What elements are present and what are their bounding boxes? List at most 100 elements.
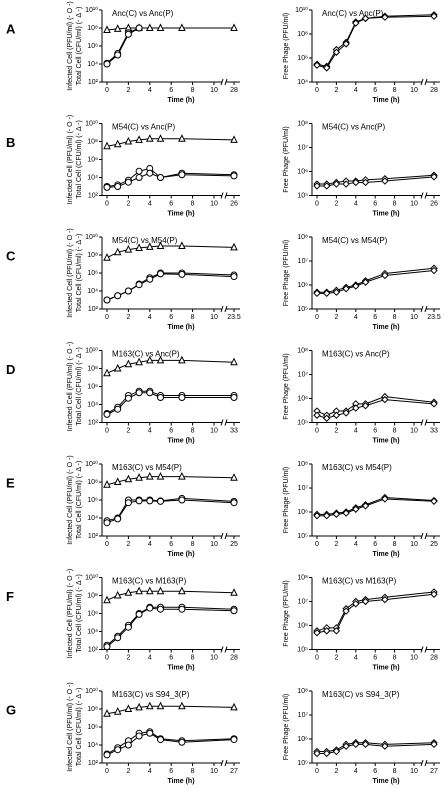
diamond-marker: [352, 282, 360, 290]
y-tick-label: 10⁶: [87, 724, 98, 731]
diamond-marker: [332, 627, 341, 635]
x-tick-label: 2: [126, 314, 130, 321]
diamond-marker: [361, 14, 370, 23]
triangle-marker: [135, 473, 143, 481]
diamond-marker: [381, 595, 389, 604]
diamond-marker: [381, 395, 389, 404]
x-tick-label: 2: [334, 314, 338, 321]
x-tick-label: 4: [148, 768, 152, 775]
x-tick-label: 8: [191, 427, 195, 434]
circle-marker: [135, 281, 143, 289]
circle-marker: [103, 519, 111, 527]
diamond-marker: [332, 747, 341, 756]
y-axis-label: Infected Cell (PFU/ml) (- O -): [67, 342, 74, 431]
circle-marker: [146, 275, 154, 283]
y-tick-label: 10⁸: [87, 479, 98, 486]
circle-marker: [114, 292, 122, 300]
axis-break: [420, 759, 424, 767]
circle-marker: [146, 389, 154, 397]
x-tick-label: 8: [393, 87, 397, 94]
panel-title: M163(C) vs S94_3(P): [322, 690, 400, 699]
circle-marker: [178, 393, 186, 401]
diamond-marker: [342, 742, 350, 750]
y-tick-label: 10⁷: [298, 371, 309, 378]
series-line: [316, 591, 435, 632]
diamond-marker: [332, 510, 341, 519]
triangle-marker: [103, 595, 111, 604]
x-tick-label: 8: [393, 541, 397, 548]
y-tick-label: 10⁷: [298, 598, 309, 605]
circle-marker: [157, 393, 164, 401]
triangle-marker: [156, 241, 165, 249]
y-axis-label: Total Cell (CFU/ml) (- Δ -): [76, 461, 83, 540]
x-tick-label: 10: [210, 654, 218, 661]
x-axis-label: Time (h): [167, 778, 194, 785]
x-tick-label: 8: [393, 768, 397, 775]
diamond-marker: [322, 512, 331, 520]
triangle-marker: [124, 359, 133, 368]
triangle-marker: [230, 702, 238, 711]
diamond-marker: [332, 180, 341, 188]
circle-marker: [157, 497, 164, 505]
x-tick-label: 6: [373, 427, 377, 434]
y-tick-label: 10⁷: [298, 485, 309, 492]
circle-marker: [124, 287, 132, 295]
triangle-marker: [124, 704, 133, 712]
circle-marker: [157, 270, 164, 278]
panel-title: Anc(C) vs Anc(P): [322, 9, 384, 18]
y-tick-label: 10⁶: [297, 622, 308, 629]
y-tick-label: 10²: [88, 419, 99, 426]
series-line: [106, 27, 140, 64]
y-tick-label: 10⁶: [297, 168, 308, 175]
y-tick-label: 10⁸: [87, 706, 98, 713]
diamond-marker: [332, 411, 341, 419]
circle-marker: [103, 183, 111, 191]
panel-letter: E: [6, 475, 15, 490]
y-tick-label: 10⁴: [297, 79, 308, 86]
diamond-marker: [352, 404, 360, 412]
y-tick-label: 10⁸: [297, 688, 308, 695]
y-axis-label: Total Cell (CFU/ml) (- Δ -): [76, 347, 83, 426]
series-line: [106, 27, 140, 65]
panel-letter: B: [6, 135, 15, 150]
triangle-marker: [178, 241, 186, 249]
diamond-marker: [322, 627, 331, 635]
x-tick-label: 25: [430, 541, 438, 548]
x-axis-label: Time (h): [372, 551, 399, 558]
axis-break-gap: [422, 646, 426, 653]
circle-marker: [146, 729, 154, 737]
diamond-marker: [430, 173, 438, 181]
diamond-marker: [381, 177, 389, 185]
panel-letter: A: [6, 21, 16, 36]
x-tick-label: 10: [410, 541, 418, 548]
circle-marker: [230, 273, 238, 281]
circle-marker: [103, 60, 111, 68]
diamond-marker: [322, 289, 331, 298]
circle-marker: [103, 751, 111, 759]
diamond-marker: [342, 40, 350, 48]
x-tick-label: 6: [169, 541, 173, 548]
axis-break: [424, 419, 428, 426]
y-axis-label: Infected Cell (PFU/ml) (- O -): [67, 115, 74, 204]
circle-marker: [157, 174, 164, 181]
y-tick-label: 10⁴: [87, 515, 98, 522]
x-tick-label: 10: [410, 87, 418, 94]
x-tick-label: 26: [430, 200, 438, 207]
axis-break-gap: [422, 419, 426, 426]
panel-title: M54(C) vs Anc(P): [322, 123, 385, 132]
axis-break: [420, 78, 424, 86]
x-tick-label: 6: [373, 314, 377, 321]
triangle-marker: [145, 471, 154, 480]
circle-marker: [135, 610, 143, 618]
axis-break: [220, 419, 224, 426]
x-tick-label: 10: [410, 200, 418, 207]
triangle-marker: [230, 473, 238, 481]
circle-marker: [114, 51, 122, 59]
y-tick-label: 10⁴: [87, 401, 98, 408]
triangle-marker: [113, 707, 122, 715]
y-tick-label: 10⁸: [297, 574, 308, 581]
x-tick-label: 10: [210, 768, 218, 775]
diamond-marker: [352, 740, 360, 749]
y-tick-label: 10⁶: [297, 55, 308, 62]
x-tick-label: 10: [410, 314, 418, 321]
